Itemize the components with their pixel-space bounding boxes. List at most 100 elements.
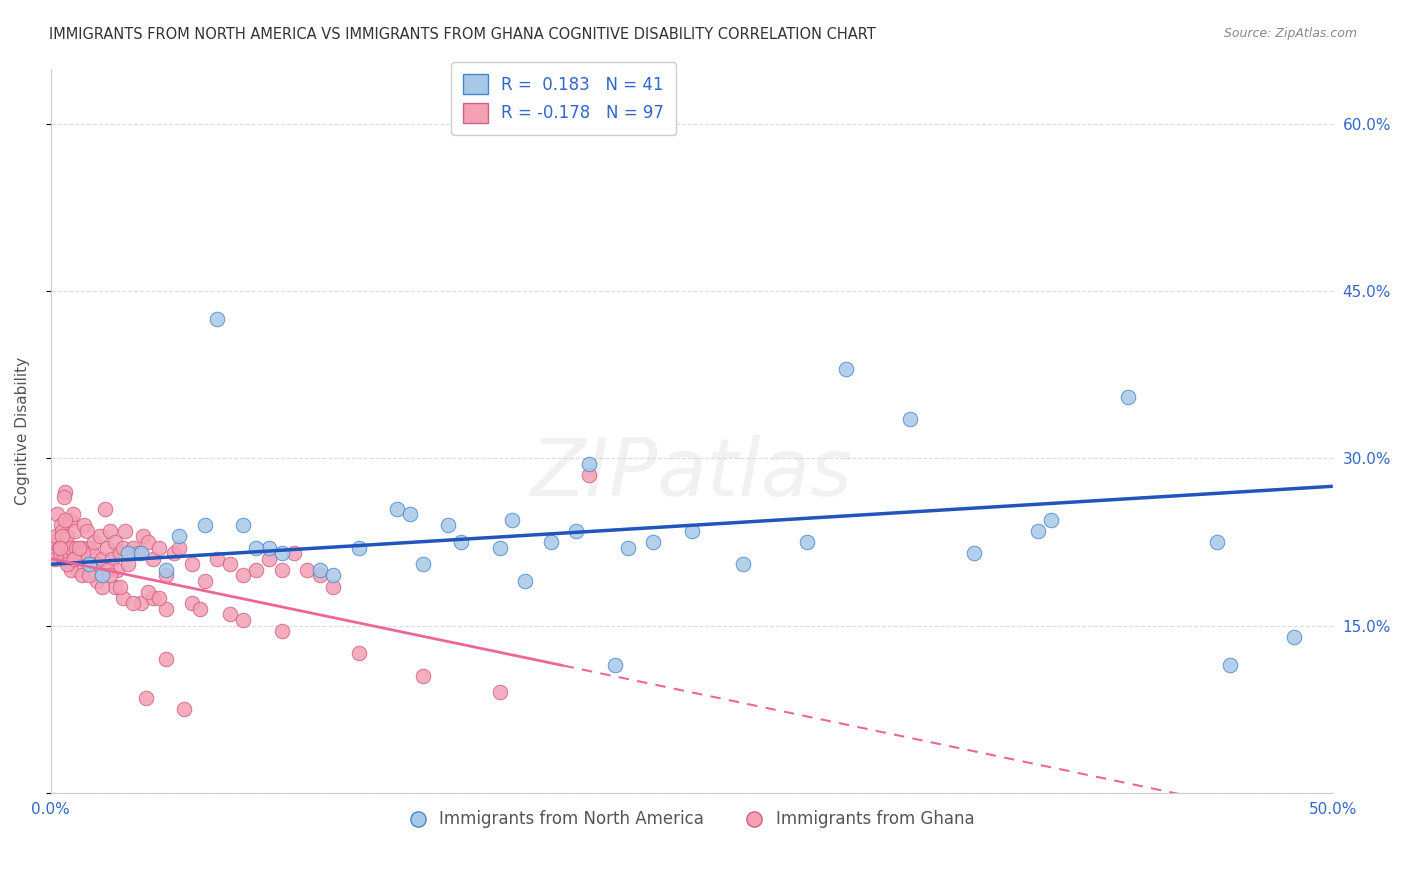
Point bbox=[347, 541, 370, 555]
Point bbox=[52, 551, 75, 566]
Text: IMMIGRANTS FROM NORTH AMERICA VS IMMIGRANTS FROM GHANA COGNITIVE DISABILITY CORR: IMMIGRANTS FROM NORTH AMERICA VS IMMIGRA… bbox=[49, 27, 876, 42]
Point bbox=[565, 524, 588, 538]
Point bbox=[122, 541, 145, 555]
Point bbox=[49, 518, 72, 533]
Point bbox=[56, 529, 79, 543]
Point bbox=[129, 546, 152, 560]
Point bbox=[898, 412, 921, 426]
Point bbox=[963, 546, 986, 560]
Point bbox=[70, 541, 93, 555]
Point bbox=[65, 541, 87, 555]
Point bbox=[603, 657, 626, 672]
Point bbox=[501, 513, 523, 527]
Point bbox=[155, 652, 177, 666]
Point bbox=[283, 546, 305, 560]
Point bbox=[309, 563, 332, 577]
Point bbox=[79, 541, 101, 555]
Point bbox=[173, 702, 195, 716]
Point bbox=[257, 551, 280, 566]
Point bbox=[89, 529, 111, 543]
Point bbox=[180, 558, 202, 572]
Point bbox=[60, 563, 83, 577]
Point bbox=[44, 551, 66, 566]
Point bbox=[450, 535, 472, 549]
Point bbox=[49, 541, 72, 555]
Point bbox=[111, 541, 134, 555]
Point bbox=[681, 524, 703, 538]
Point bbox=[207, 312, 229, 326]
Point bbox=[270, 546, 292, 560]
Point bbox=[232, 613, 254, 627]
Point bbox=[142, 551, 165, 566]
Point bbox=[412, 558, 434, 572]
Point bbox=[67, 541, 90, 555]
Point bbox=[51, 524, 73, 538]
Point bbox=[67, 546, 90, 560]
Point bbox=[245, 541, 267, 555]
Point bbox=[56, 558, 79, 572]
Point bbox=[59, 513, 82, 527]
Point bbox=[347, 647, 370, 661]
Point bbox=[135, 690, 157, 705]
Point bbox=[270, 563, 292, 577]
Point bbox=[136, 585, 159, 599]
Point bbox=[91, 568, 114, 582]
Point bbox=[616, 541, 638, 555]
Point bbox=[86, 558, 108, 572]
Point bbox=[219, 558, 242, 572]
Point bbox=[148, 591, 170, 605]
Point bbox=[60, 541, 83, 555]
Point bbox=[194, 518, 217, 533]
Point bbox=[86, 574, 108, 588]
Point bbox=[155, 602, 177, 616]
Point bbox=[70, 568, 93, 582]
Point bbox=[108, 546, 131, 560]
Text: ZIPatlas: ZIPatlas bbox=[530, 435, 853, 513]
Point bbox=[180, 596, 202, 610]
Point bbox=[643, 535, 665, 549]
Point bbox=[540, 535, 562, 549]
Point bbox=[257, 541, 280, 555]
Point bbox=[104, 535, 127, 549]
Point bbox=[488, 541, 510, 555]
Point bbox=[122, 596, 145, 610]
Legend: Immigrants from North America, Immigrants from Ghana: Immigrants from North America, Immigrant… bbox=[402, 804, 981, 835]
Point bbox=[79, 568, 101, 582]
Point bbox=[167, 529, 190, 543]
Point bbox=[1219, 657, 1241, 672]
Point bbox=[578, 468, 600, 483]
Point bbox=[98, 568, 121, 582]
Point bbox=[515, 574, 537, 588]
Point bbox=[51, 529, 73, 543]
Point bbox=[733, 558, 755, 572]
Point bbox=[163, 546, 186, 560]
Point bbox=[142, 591, 165, 605]
Point bbox=[107, 563, 129, 577]
Point bbox=[1284, 630, 1306, 644]
Point bbox=[111, 591, 134, 605]
Point bbox=[194, 574, 217, 588]
Point bbox=[63, 551, 86, 566]
Point bbox=[96, 541, 118, 555]
Point bbox=[46, 507, 69, 521]
Point bbox=[117, 546, 139, 560]
Point bbox=[63, 551, 86, 566]
Point bbox=[108, 580, 131, 594]
Point bbox=[53, 484, 76, 499]
Point bbox=[1039, 513, 1062, 527]
Point bbox=[62, 507, 84, 521]
Point bbox=[796, 535, 818, 549]
Point bbox=[80, 546, 103, 560]
Point bbox=[270, 624, 292, 639]
Point bbox=[91, 580, 114, 594]
Point bbox=[45, 529, 67, 543]
Point bbox=[114, 524, 136, 538]
Point bbox=[322, 580, 344, 594]
Point bbox=[49, 546, 72, 560]
Point bbox=[207, 551, 229, 566]
Point bbox=[437, 518, 460, 533]
Point bbox=[58, 546, 80, 560]
Point bbox=[385, 501, 408, 516]
Point bbox=[117, 558, 139, 572]
Point bbox=[52, 491, 75, 505]
